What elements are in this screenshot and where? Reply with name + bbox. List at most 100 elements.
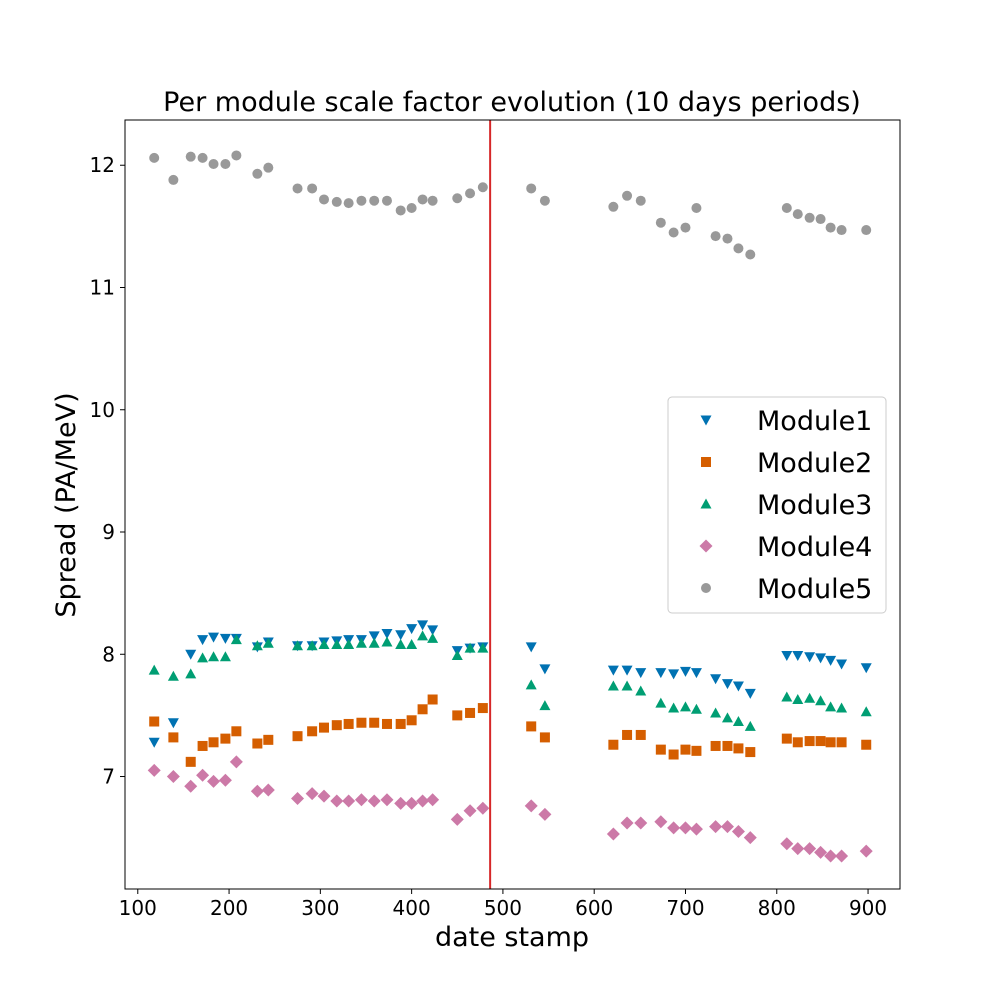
data-point-module2 — [331, 720, 342, 731]
data-point-module5 — [477, 182, 488, 193]
data-point-module4 — [791, 842, 805, 856]
data-point-module2 — [781, 733, 792, 744]
y-tick-label: 12 — [90, 153, 115, 177]
data-point-module2 — [208, 737, 219, 748]
legend-label-module5: Module5 — [757, 574, 872, 605]
data-point-module2 — [381, 718, 392, 729]
data-point-module1 — [804, 652, 816, 663]
data-point-module5 — [417, 194, 428, 205]
data-point-module3 — [331, 638, 343, 649]
data-point-module1 — [368, 631, 380, 642]
legend: Module1 Module2 Module3 Module4 Module5 — [667, 396, 887, 614]
data-point-module5 — [691, 203, 702, 214]
data-point-module5 — [395, 205, 406, 216]
data-point-module3 — [292, 640, 304, 651]
data-point-module3 — [635, 685, 647, 696]
data-point-module4 — [859, 844, 873, 858]
data-point-module5 — [526, 183, 537, 194]
data-point-module3 — [417, 630, 429, 641]
data-point-module5 — [825, 222, 836, 233]
data-point-module1 — [860, 663, 872, 674]
data-point-module1 — [525, 642, 537, 653]
data-point-module4 — [196, 768, 210, 782]
data-point-module3 — [355, 637, 367, 648]
legend-marker-module2 — [701, 457, 711, 467]
data-point-module2 — [263, 734, 274, 745]
data-point-module1 — [395, 630, 407, 641]
data-point-module1 — [825, 655, 837, 666]
data-point-module3 — [721, 712, 733, 723]
data-point-module5 — [836, 225, 847, 236]
data-point-module4 — [218, 773, 232, 787]
data-point-module1 — [655, 668, 667, 679]
y-tick-label: 8 — [102, 642, 115, 666]
x-tick-label: 100 — [119, 896, 157, 920]
data-point-module3 — [781, 691, 793, 702]
data-point-module2 — [252, 738, 263, 749]
data-point-module3 — [208, 651, 220, 662]
data-point-module1 — [781, 650, 793, 661]
data-point-module5 — [208, 159, 219, 170]
data-point-module4 — [743, 831, 757, 845]
data-point-module5 — [381, 195, 392, 206]
x-tick-label: 700 — [666, 896, 704, 920]
data-point-module5 — [369, 195, 380, 206]
data-point-module3 — [262, 637, 274, 648]
data-point-module3 — [621, 680, 633, 691]
data-point-module2 — [745, 747, 756, 758]
data-point-module5 — [635, 195, 646, 206]
data-point-module3 — [318, 638, 330, 649]
legend-label-module3: Module3 — [757, 490, 872, 521]
data-point-module2 — [356, 717, 367, 728]
data-point-module2 — [861, 739, 872, 750]
data-point-module2 — [149, 716, 160, 727]
data-point-module3 — [395, 638, 407, 649]
data-point-module4 — [689, 822, 703, 836]
data-point-module5 — [356, 195, 367, 206]
data-point-module1 — [732, 681, 744, 692]
data-point-module3 — [185, 668, 197, 679]
data-point-module2 — [635, 729, 646, 740]
data-point-module2 — [722, 740, 733, 751]
data-point-module3 — [539, 700, 551, 711]
data-point-module1 — [836, 659, 848, 670]
data-point-module1 — [621, 665, 633, 676]
data-point-module5 — [263, 162, 274, 173]
data-point-module1 — [148, 737, 160, 748]
data-point-module4 — [450, 812, 464, 826]
data-point-module2 — [318, 722, 329, 733]
data-point-module3 — [427, 632, 439, 643]
data-point-module3 — [679, 701, 691, 712]
data-point-module5 — [804, 212, 815, 223]
data-point-module5 — [722, 233, 733, 244]
data-point-module5 — [185, 151, 196, 162]
data-point-module2 — [369, 717, 380, 728]
data-point-module4 — [342, 794, 356, 808]
data-point-module4 — [229, 755, 243, 769]
data-point-module3 — [197, 652, 209, 663]
y-tick-label: 10 — [90, 398, 115, 422]
data-point-module5 — [680, 222, 691, 233]
data-point-module1 — [679, 666, 691, 677]
data-point-module3 — [464, 642, 476, 653]
series-module5 — [149, 150, 872, 260]
data-point-module2 — [668, 749, 679, 760]
data-point-module4 — [803, 842, 817, 856]
data-point-module2 — [680, 744, 691, 755]
data-point-module1 — [208, 632, 220, 643]
data-point-module4 — [835, 849, 849, 863]
data-point-module4 — [330, 794, 344, 808]
data-point-module4 — [606, 827, 620, 841]
legend-marker-module5 — [701, 583, 711, 593]
data-point-module3 — [690, 703, 702, 714]
data-point-module2 — [836, 737, 847, 748]
data-point-module2 — [465, 707, 476, 718]
data-point-module1 — [721, 679, 733, 690]
data-point-module4 — [824, 849, 838, 863]
legend-label-module1: Module1 — [757, 406, 872, 437]
data-point-module2 — [691, 745, 702, 756]
data-point-module3 — [477, 642, 489, 653]
data-point-module3 — [804, 692, 816, 703]
data-point-module3 — [655, 697, 667, 708]
x-axis: 100 200 300 400 500 600 700 800 900 — [119, 889, 887, 920]
